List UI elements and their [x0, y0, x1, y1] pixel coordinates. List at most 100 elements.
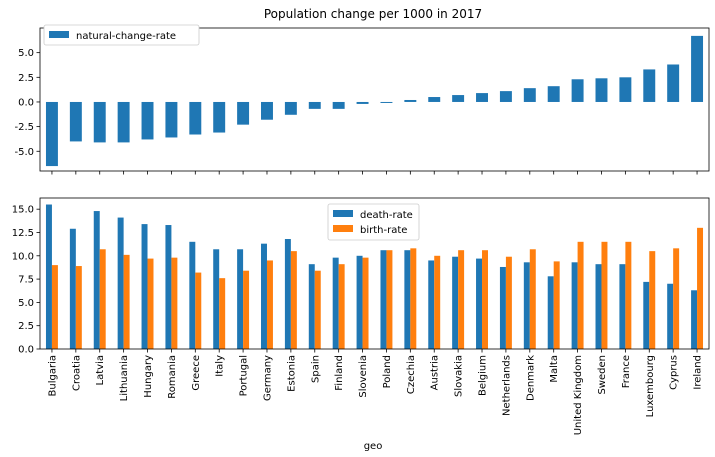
x-tick-label-greece: Greece [191, 355, 202, 391]
bar-natural-change-rate-romania [165, 101, 178, 138]
bar-natural-change-rate-ireland [691, 35, 704, 102]
bar-natural-change-rate-spain [308, 101, 321, 109]
bar-birth-rate-ireland [697, 227, 704, 349]
x-tick-label-sweden: Sweden [597, 355, 608, 395]
bar-birth-rate-latvia [99, 249, 106, 349]
bottom-plot-frame [39, 197, 710, 350]
bar-birth-rate-cyprus [673, 248, 680, 349]
x-tick-label-cyprus: Cyprus [669, 355, 680, 390]
bar-death-rate-italy [213, 249, 220, 349]
bar-death-rate-bulgaria [45, 204, 52, 349]
bar-death-rate-latvia [93, 211, 100, 349]
bar-birth-rate-portugal [243, 270, 250, 349]
bar-birth-rate-luxembourg [649, 251, 656, 349]
bar-natural-change-rate-czechia [404, 99, 417, 102]
bar-death-rate-romania [165, 225, 172, 349]
legend-label-death-rate: death-rate [360, 210, 413, 221]
bar-death-rate-greece [189, 241, 196, 349]
bar-death-rate-hungary [141, 224, 148, 349]
bar-death-rate-estonia [284, 239, 291, 349]
x-tick-label-netherlands: Netherlands [501, 355, 512, 416]
bar-natural-change-rate-lithuania [117, 101, 130, 143]
top-plot-frame [39, 27, 710, 172]
bottom-y-tick-label: 15.0 [12, 205, 34, 216]
bar-birth-rate-france [625, 241, 632, 349]
bar-death-rate-belgium [476, 258, 483, 349]
x-tick-label-austria: Austria [430, 355, 441, 390]
bar-birth-rate-austria [434, 255, 441, 349]
bottom-legend: death-rate birth-rate [327, 203, 420, 241]
top-legend: natural-change-rate [43, 24, 200, 46]
bar-death-rate-luxembourg [643, 281, 650, 349]
legend-swatch-natural-change-rate [49, 31, 69, 38]
x-tick-label-france: France [621, 355, 632, 388]
bar-natural-change-rate-belgium [476, 93, 488, 102]
bar-death-rate-france [619, 264, 626, 349]
bar-death-rate-denmark [523, 262, 530, 349]
bar-death-rate-croatia [69, 228, 76, 349]
bar-death-rate-lithuania [117, 217, 124, 349]
x-tick-label-ireland: Ireland [693, 355, 704, 390]
bar-birth-rate-malta [553, 261, 560, 349]
bar-birth-rate-united-kingdom [577, 241, 584, 349]
x-tick-label-spain: Spain [310, 355, 321, 383]
x-tick-label-luxembourg: Luxembourg [645, 355, 656, 417]
x-tick-label-slovakia: Slovakia [454, 355, 465, 397]
bar-natural-change-rate-malta [547, 86, 560, 102]
top-y-tick-label: -5.0 [14, 147, 34, 158]
bar-death-rate-poland [380, 250, 387, 349]
bottom-y-tick-label: 2.5 [18, 321, 34, 332]
x-tick-label-hungary: Hungary [143, 355, 154, 398]
bar-death-rate-czechia [404, 250, 411, 349]
top-y-tick-label: 5.0 [18, 48, 34, 59]
bar-birth-rate-finland [338, 264, 345, 349]
bar-birth-rate-estonia [290, 251, 297, 349]
bar-death-rate-portugal [237, 249, 244, 349]
rates-chart: 0.0 2.5 5.0 7.5 10.0 12.5 15.0 Bulgaria Croatia L… [12, 197, 710, 435]
bar-death-rate-netherlands [499, 266, 506, 349]
bar-birth-rate-denmark [529, 249, 536, 349]
bar-birth-rate-germany [266, 260, 273, 349]
top-y-tick-label: 0.0 [18, 97, 34, 108]
x-tick-label-denmark: Denmark [525, 355, 536, 401]
x-tick-label-germany: Germany [262, 355, 273, 401]
bar-birth-rate-spain [314, 270, 321, 349]
bar-birth-rate-italy [219, 278, 226, 349]
x-tick-label-lithuania: Lithuania [119, 355, 130, 401]
bar-natural-change-rate-croatia [69, 101, 82, 142]
bar-birth-rate-greece [195, 272, 202, 349]
legend-label-natural-change-rate: natural-change-rate [76, 31, 176, 42]
bar-death-rate-malta [547, 276, 554, 349]
bar-birth-rate-czechia [410, 248, 417, 349]
bar-death-rate-united-kingdom [571, 262, 578, 349]
bar-natural-change-rate-hungary [141, 101, 154, 140]
bar-natural-change-rate-portugal [237, 101, 250, 125]
bar-natural-change-rate-greece [189, 101, 202, 135]
x-tick-label-malta: Malta [549, 355, 560, 383]
legend-swatch-birth-rate [333, 225, 353, 232]
x-tick-label-slovenia: Slovenia [358, 355, 369, 398]
bar-natural-change-rate-netherlands [499, 91, 512, 102]
bar-natural-change-rate-latvia [93, 101, 106, 143]
bar-natural-change-rate-bulgaria [45, 101, 58, 167]
bar-birth-rate-bulgaria [51, 265, 58, 349]
bar-death-rate-cyprus [667, 283, 674, 349]
bar-natural-change-rate-sweden [595, 78, 608, 102]
bar-birth-rate-lithuania [123, 254, 130, 349]
x-tick-label-latvia: Latvia [95, 355, 106, 385]
bar-birth-rate-slovakia [458, 250, 465, 349]
bar-death-rate-spain [308, 264, 315, 349]
x-tick-label-poland: Poland [382, 355, 393, 388]
bar-birth-rate-poland [386, 250, 393, 349]
bottom-y-tick-label: 5.0 [18, 298, 34, 309]
bar-birth-rate-hungary [147, 258, 154, 349]
legend-label-birth-rate: birth-rate [360, 225, 407, 236]
bar-birth-rate-netherlands [505, 256, 512, 349]
x-tick-label-italy: Italy [215, 355, 226, 377]
bar-natural-change-rate-poland [380, 101, 393, 103]
bar-death-rate-sweden [595, 264, 602, 349]
bar-birth-rate-croatia [75, 266, 82, 349]
x-tick-label-estonia: Estonia [286, 355, 297, 392]
bar-death-rate-slovenia [356, 255, 363, 349]
